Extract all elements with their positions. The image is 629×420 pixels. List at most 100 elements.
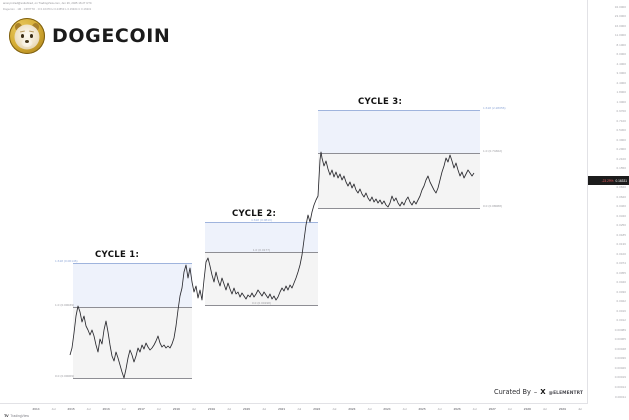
price-axis-tick: 11.0000	[615, 33, 626, 38]
price-axis-tick: 0.0074	[616, 261, 626, 266]
price-axis-tick: 0.1550	[616, 166, 626, 171]
time-axis-tick: Jul	[367, 407, 372, 411]
current-price-badge: -23.29% 0.16331	[588, 176, 629, 185]
price-axis-tick: 0.0340	[616, 213, 626, 218]
chart-meta-line-2: Dogecoin · 1M · CRYPTO · O 0.16479 H 0.2…	[3, 8, 92, 11]
price-axis-tick: 0.5300	[616, 128, 626, 133]
price-axis-tick: 0.00048	[614, 346, 626, 351]
cycle-lower-zone	[205, 252, 318, 305]
price-axis-tick: 0.0012	[616, 318, 626, 323]
price-axis-tick: 0.00014	[614, 384, 626, 389]
cycle-title: CYCLE 3:	[358, 97, 403, 107]
price-axis-tick: 0.0840	[616, 185, 626, 190]
time-axis-tick: 2020	[243, 407, 251, 411]
price-axis-tick: 0.00065	[614, 337, 626, 342]
price-change-value: -23.29%	[601, 178, 614, 183]
cycle-level-label: 0.0 (0.08088)	[483, 204, 503, 208]
cycle-level-label: 0.0 (0.00009)	[55, 374, 75, 378]
price-axis-tick: 32.0000	[614, 4, 626, 9]
price-axis-tick: 0.7100	[616, 118, 626, 123]
price-axis-tick: 2.4000	[616, 80, 626, 85]
curated-dash: –	[533, 388, 538, 396]
price-axis-tick: 0.0620	[616, 194, 626, 199]
chart-plot-area[interactable]: CYCLE 1: 1.618 (0.00146) 1.0 (0.00039) 0.0 …	[0, 0, 588, 404]
price-line-layer	[69, 151, 475, 379]
time-axis-tick: 2021	[278, 407, 286, 411]
time-axis-tick: 2023	[348, 407, 356, 411]
time-axis-tick: 2026	[453, 407, 461, 411]
curated-credit: Curated By – X @ELEMENTRT	[494, 388, 583, 396]
time-axis-tick: Jul	[332, 407, 337, 411]
time-axis-tick: 2014	[32, 407, 40, 411]
time-axis-tick: Jul	[402, 407, 407, 411]
time-axis-tick: Jul	[51, 407, 56, 411]
price-axis-tick: 0.0250	[616, 223, 626, 228]
price-axis-tick: 0.00019	[614, 375, 626, 380]
time-axis-tick: Jul	[297, 407, 302, 411]
price-axis-tick: 0.0030	[616, 289, 626, 294]
price-axis-tick: 0.0055	[616, 270, 626, 275]
brand-lockup: DOGECOIN	[9, 18, 170, 54]
price-axis-tick: 1.3000	[616, 99, 626, 104]
time-axis-tick: Jul	[437, 407, 442, 411]
price-axis-tick: 16.0000	[614, 23, 626, 28]
price-axis-tick: 0.0040	[616, 280, 626, 285]
time-axis-tick: Jul	[226, 407, 232, 411]
price-axis-tick: 0.9700	[616, 109, 626, 114]
time-axis-tick: Jul	[156, 407, 161, 411]
time-axis-tick: 2027	[488, 407, 496, 411]
cycle-level-label: 1.0 (0.0177)	[252, 247, 271, 252]
price-axis-tick: 6.0000	[616, 52, 626, 57]
cycle-upper-zone	[205, 222, 318, 252]
price-axis-tick: 0.2100	[616, 156, 626, 161]
price-axis-tick: 23.0000	[614, 14, 626, 18]
price-axis-tick: 0.00036	[614, 356, 626, 361]
dogecoin-coin-icon	[9, 18, 45, 54]
price-axis-tick: 1.8000	[616, 90, 626, 95]
time-axis-tick: 2019	[207, 407, 216, 411]
price-axis[interactable]: 32.0000 23.0000 16.0000 11.0000 8.1000 6.0000…	[587, 0, 629, 404]
time-axis-tick: Jul	[86, 407, 91, 411]
price-axis-tick: 0.0136	[616, 242, 626, 247]
cycle-level-label: 0.0 (0.00198)	[251, 300, 272, 305]
time-axis[interactable]: 2014 Jul 2015 Jul 2016 Jul 2017 Jul 2018 Jul 2019 J…	[0, 403, 588, 420]
time-axis-tick: Jul	[507, 407, 512, 411]
time-axis-tick: Jul	[121, 407, 126, 411]
current-price-value: 0.16331	[615, 178, 627, 183]
time-axis-tick: 2025	[418, 407, 426, 411]
cycle-title: CYCLE 2:	[232, 209, 277, 219]
time-axis-tick: 2017	[137, 407, 145, 411]
cycle-upper-zone	[318, 110, 480, 153]
tradingview-logo-icon: TV	[4, 413, 9, 418]
tradingview-watermark: TV TradingView	[4, 413, 29, 418]
cycle-level-label: 1.618 (0.0813)	[251, 217, 272, 222]
time-axis-tick: 2015	[67, 407, 75, 411]
price-axis-tick: 3.3000	[616, 71, 626, 76]
price-axis-tick: 0.0022	[616, 299, 626, 304]
time-axis-tick: 2028	[523, 407, 531, 411]
price-axis-tick: 0.00026	[614, 365, 626, 370]
time-axis-tick: 2016	[102, 407, 110, 411]
time-axis-tick: Jul	[472, 407, 477, 411]
cycle-level-label: 1.0 (0.00039)	[55, 303, 75, 307]
chart-meta-line-1: anonymized@undefined, on TradingView.com…	[3, 2, 92, 5]
time-axis-tick: 2029	[558, 407, 566, 411]
time-axis-tick: Jul	[262, 407, 267, 411]
cycle-zones-layer	[73, 110, 480, 379]
price-axis-tick: 4.4000	[616, 61, 626, 66]
cycle-level-label: 1.618 (0.00146)	[55, 259, 78, 263]
price-axis-tick: 0.3900	[616, 137, 626, 142]
curated-prefix: Curated By	[494, 388, 531, 396]
price-axis-tick: 0.0016	[616, 308, 626, 313]
cycle-lower-zone	[318, 153, 480, 208]
time-axis-tick: 2022	[313, 407, 321, 411]
cycle-upper-zone	[73, 263, 192, 307]
cycle-level-label: 1.0 (0.74302)	[483, 149, 503, 153]
time-axis-tick: Jul	[191, 407, 196, 411]
price-axis-tick: 0.0185	[616, 232, 626, 237]
cycle-title: CYCLE 1:	[95, 250, 140, 260]
price-axis-tick: 0.0460	[616, 204, 626, 209]
price-axis-tick: 0.00089	[614, 327, 626, 332]
price-axis-tick: 0.2900	[616, 147, 626, 152]
price-axis-tick: 0.00011	[615, 394, 626, 399]
